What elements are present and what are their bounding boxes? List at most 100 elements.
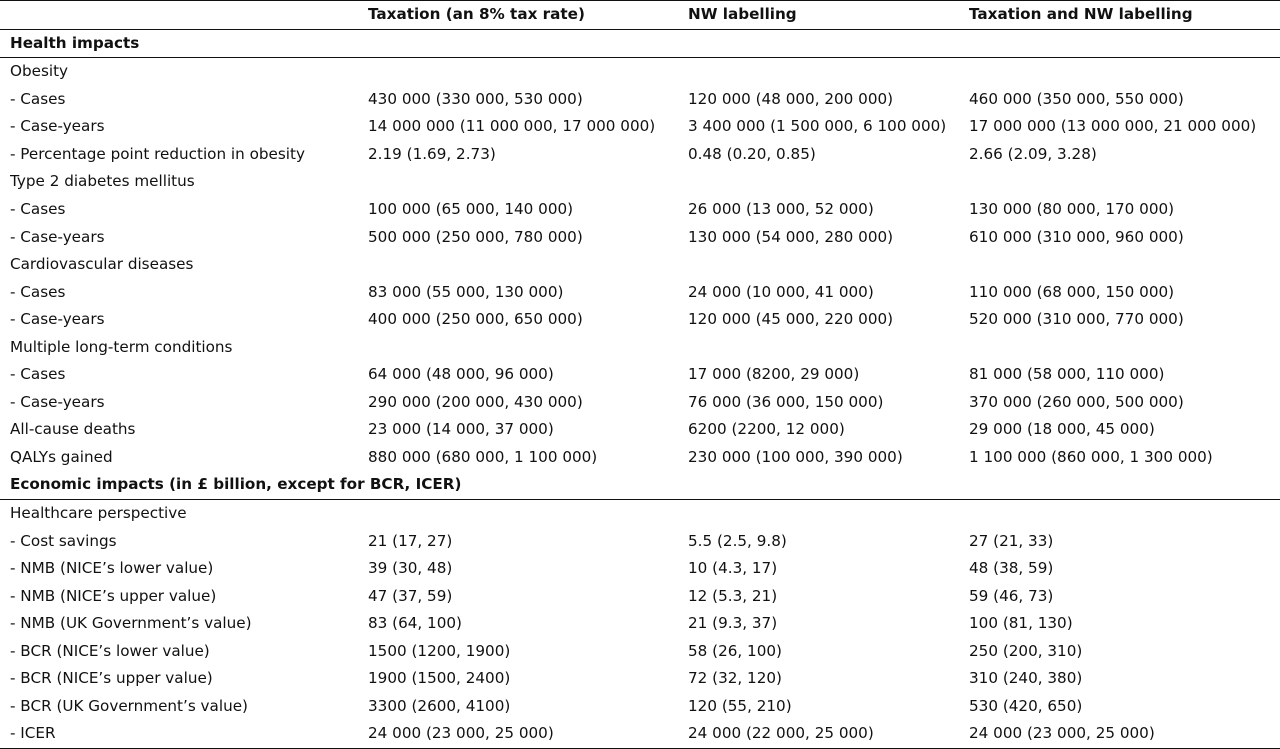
section-title: Health impacts <box>0 29 1280 59</box>
taxation-value: 430 000 (330 000, 530 000) <box>368 89 583 108</box>
table-row: - ICER 24 000 (23 000, 25 000) 24 000 (22 … <box>0 720 1280 749</box>
group-header-row: Healthcare perspective <box>0 499 1280 527</box>
combined-value: 460 000 (350 000, 550 000) <box>969 89 1184 108</box>
nw-labelling-value: 5.5 (2.5, 9.8) <box>688 531 787 550</box>
row-label: - Cases <box>10 89 66 108</box>
nw-labelling-value: 72 (32, 120) <box>688 669 782 688</box>
combined-value: 110 000 (68 000, 150 000) <box>969 282 1175 301</box>
nw-labelling-value: 76 000 (36 000, 150 000) <box>688 392 884 411</box>
header-taxation-and-nw-labelling: Taxation and NW labelling <box>959 0 1280 30</box>
taxation-value: 83 (64, 100) <box>368 614 462 633</box>
nw-labelling-value: 120 000 (45 000, 220 000) <box>688 310 894 329</box>
combined-value: 17 000 000 (13 000 000, 21 000 000) <box>969 117 1257 136</box>
nw-labelling-value: 130 000 (54 000, 280 000) <box>688 227 894 246</box>
table-row: - Case-years 400 000 (250 000, 650 000) 12… <box>0 306 1280 334</box>
row-label: - Case-years <box>10 392 105 411</box>
row-label: - Case-years <box>10 117 105 136</box>
row-label: - Case-years <box>10 310 105 329</box>
header-nw-labelling: NW labelling <box>678 0 959 30</box>
taxation-value: 24 000 (23 000, 25 000) <box>358 720 678 749</box>
group-header-row: Multiple long-term conditions <box>0 334 1280 362</box>
nw-labelling-value: 58 (26, 100) <box>688 641 782 660</box>
table-row: - Cost savings 21 (17, 27) 5.5 (2.5, 9.8) 2… <box>0 527 1280 555</box>
table-row: - Cases 100 000 (65 000, 140 000) 26 000 (… <box>0 196 1280 224</box>
table-row: - Cases 83 000 (55 000, 130 000) 24 000 (1… <box>0 278 1280 306</box>
nw-labelling-value: 17 000 (8200, 29 000) <box>688 365 860 384</box>
combined-value: 370 000 (260 000, 500 000) <box>969 392 1184 411</box>
nw-labelling-value: 3 400 000 (1 500 000, 6 100 000) <box>688 117 947 136</box>
taxation-value: 39 (30, 48) <box>368 559 453 578</box>
row-label: - Case-years <box>10 227 105 246</box>
table-row: - BCR (NICE’s upper value) 1900 (1500, 24… <box>0 665 1280 693</box>
combined-value: 100 (81, 130) <box>969 614 1073 633</box>
table-row: All-cause deaths 23 000 (14 000, 37 000) 6… <box>0 416 1280 444</box>
row-label: - BCR (NICE’s upper value) <box>10 669 213 688</box>
row-label: - NMB (NICE’s upper value) <box>10 586 217 605</box>
combined-value: 310 (240, 380) <box>969 669 1083 688</box>
taxation-value: 1900 (1500, 2400) <box>368 669 511 688</box>
taxation-value: 400 000 (250 000, 650 000) <box>368 310 583 329</box>
table-header-row: Taxation (an 8% tax rate) NW labelling T… <box>0 0 1280 30</box>
table-body: Health impacts Obesity - Cases 430 000 (33… <box>0 29 1280 749</box>
nw-labelling-value: 26 000 (13 000, 52 000) <box>688 200 874 218</box>
taxation-value: 1500 (1200, 1900) <box>368 641 511 660</box>
table-row: - Percentage point reduction in obesity 2… <box>0 141 1280 169</box>
table-row: - Cases 430 000 (330 000, 530 000) 120 000… <box>0 86 1280 114</box>
row-label: - Cases <box>10 200 66 218</box>
row-label: All-cause deaths <box>10 420 136 439</box>
table-row: - Case-years 14 000 000 (11 000 000, 17 0… <box>0 113 1280 141</box>
nw-labelling-value: 24 000 (10 000, 41 000) <box>688 282 874 301</box>
combined-value: 29 000 (18 000, 45 000) <box>969 420 1155 439</box>
combined-value: 24 000 (23 000, 25 000) <box>959 720 1280 749</box>
taxation-value: 290 000 (200 000, 430 000) <box>368 392 583 411</box>
nw-labelling-value: 120 (55, 210) <box>688 696 792 715</box>
row-label: - ICER <box>0 720 358 749</box>
combined-value: 59 (46, 73) <box>969 586 1054 605</box>
nw-labelling-value: 6200 (2200, 12 000) <box>688 420 845 439</box>
row-label: - NMB (UK Government’s value) <box>10 614 252 633</box>
taxation-value: 880 000 (680 000, 1 100 000) <box>368 447 598 466</box>
taxation-value: 2.19 (1.69, 2.73) <box>368 144 496 163</box>
group-title: Type 2 diabetes mellitus <box>10 172 195 191</box>
taxation-value: 100 000 (65 000, 140 000) <box>368 200 574 218</box>
group-header-row: Type 2 diabetes mellitus <box>0 168 1280 196</box>
taxation-value: 21 (17, 27) <box>368 531 453 550</box>
taxation-value: 83 000 (55 000, 130 000) <box>368 282 564 301</box>
combined-value: 530 (420, 650) <box>969 696 1083 715</box>
group-title: Healthcare perspective <box>10 504 187 523</box>
nw-labelling-value: 21 (9.3, 37) <box>688 614 778 633</box>
table-row: - Case-years 500 000 (250 000, 780 000) 13… <box>0 223 1280 251</box>
row-label: - Cost savings <box>10 531 117 550</box>
taxation-value: 64 000 (48 000, 96 000) <box>368 365 554 384</box>
combined-value: 520 000 (310 000, 770 000) <box>969 310 1184 329</box>
combined-value: 81 000 (58 000, 110 000) <box>969 365 1165 384</box>
group-title: Obesity <box>10 62 69 81</box>
taxation-value: 47 (37, 59) <box>368 586 453 605</box>
nw-labelling-value: 230 000 (100 000, 390 000) <box>688 447 903 466</box>
table-row: QALYs gained 880 000 (680 000, 1 100 000)… <box>0 444 1280 472</box>
section-header-row: Economic impacts (in £ billion, except f… <box>0 471 1280 500</box>
table-row: - NMB (NICE’s lower value) 39 (30, 48) 10 … <box>0 555 1280 583</box>
table-row: - Cases 64 000 (48 000, 96 000) 17 000 (82… <box>0 361 1280 389</box>
nw-labelling-value: 0.48 (0.20, 0.85) <box>688 144 816 163</box>
row-label: - BCR (NICE’s lower value) <box>10 641 210 660</box>
nw-labelling-value: 12 (5.3, 21) <box>688 586 778 605</box>
table-row: - BCR (NICE’s lower value) 1500 (1200, 19… <box>0 638 1280 666</box>
group-header-row: Obesity <box>0 58 1280 86</box>
row-label: QALYs gained <box>10 447 113 466</box>
row-label: - Cases <box>10 365 66 384</box>
header-label-column <box>0 0 358 30</box>
table-row: - Case-years 290 000 (200 000, 430 000) 76… <box>0 389 1280 417</box>
combined-value: 48 (38, 59) <box>969 559 1054 578</box>
table-row: - NMB (NICE’s upper value) 47 (37, 59) 12 … <box>0 582 1280 610</box>
table-row: - NMB (UK Government’s value) 83 (64, 100… <box>0 610 1280 638</box>
group-title: Cardiovascular diseases <box>10 255 194 274</box>
combined-value: 250 (200, 310) <box>969 641 1083 660</box>
combined-value: 1 100 000 (860 000, 1 300 000) <box>969 447 1213 466</box>
nw-labelling-value: 24 000 (22 000, 25 000) <box>678 720 959 749</box>
row-label: - NMB (NICE’s lower value) <box>10 559 214 578</box>
section-title: Economic impacts (in £ billion, except f… <box>0 471 1280 500</box>
row-label: - Percentage point reduction in obesity <box>10 144 305 163</box>
row-label: - BCR (UK Government’s value) <box>10 696 248 715</box>
